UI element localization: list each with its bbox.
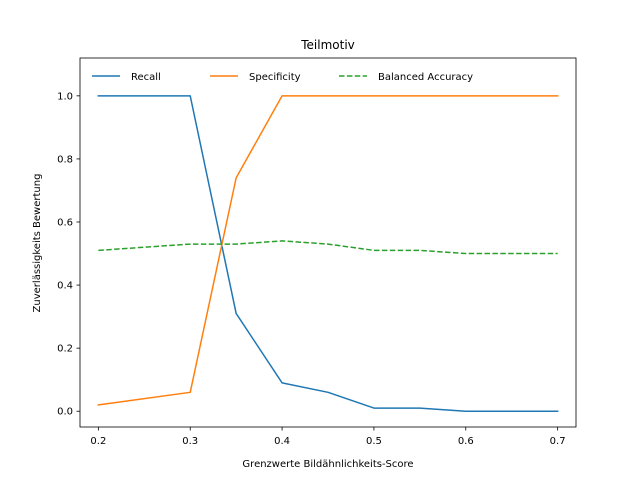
- x-axis-label: Grenzwerte Bildähnlichkeits-Score: [242, 459, 413, 470]
- x-tick-label: 0.7: [550, 436, 566, 447]
- y-tick-label: 0.8: [57, 154, 73, 165]
- x-tick-label: 0.5: [366, 436, 382, 447]
- x-tick-label: 0.6: [458, 436, 474, 447]
- y-tick-label: 1.0: [57, 91, 73, 102]
- x-tick-label: 0.4: [274, 436, 290, 447]
- legend-label-2: Specificity: [249, 72, 301, 83]
- x-tick-label: 0.2: [90, 436, 106, 447]
- y-tick-label: 0.4: [57, 281, 73, 292]
- legend: Recall Specificity Balanced Accuracy: [92, 72, 473, 83]
- legend-label-3: Balanced Accuracy: [378, 72, 473, 83]
- y-tick-label: 0.0: [57, 407, 73, 418]
- series-line-3: [98, 240, 558, 255]
- chart-title: Teilmotiv: [300, 38, 355, 52]
- y-tick-label: 0.2: [57, 344, 73, 355]
- legend-label-1: Recall: [131, 72, 161, 83]
- plot-area: 0.2 0.3 0.4 0.5 0.6 0.7 0.0 0.2 0.4 0.6 0.8 1.0: [57, 57, 577, 447]
- x-tick-label: 0.3: [182, 436, 198, 447]
- series-line-2: [97, 95, 559, 406]
- series-line-1: [97, 95, 559, 412]
- y-axis-label: Zuverlässigkeits Bewertung: [32, 174, 43, 313]
- axes-frame: [79, 57, 577, 428]
- y-tick-label: 0.6: [57, 218, 73, 229]
